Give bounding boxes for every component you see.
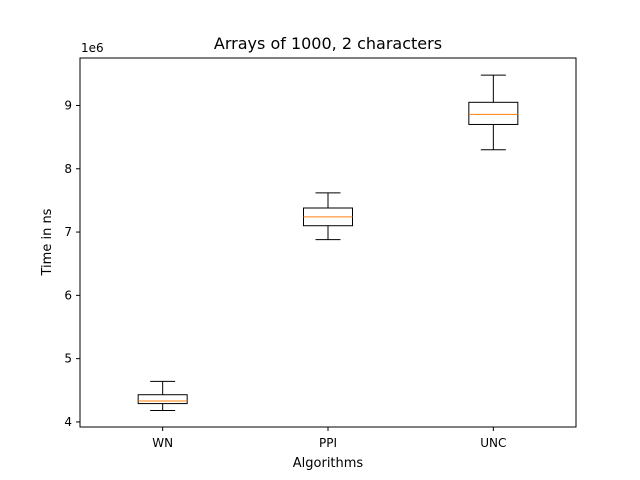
y-tick-label: 5 [64, 352, 72, 366]
plot-area: 4 5 6 7 8 9 WN PPI UNC [64, 74, 519, 450]
x-axis-label: Algorithms [293, 456, 364, 471]
y-axis-label: Time in ns [40, 208, 55, 276]
y-tick-label: 4 [64, 415, 72, 429]
x-tick-label: PPI [319, 436, 337, 450]
x-tick-label: UNC [480, 436, 506, 450]
x-tick-label: WN [152, 436, 173, 450]
box-unc [468, 101, 519, 125]
chart-title: Arrays of 1000, 2 characters [214, 34, 442, 53]
y-tick-label: 9 [64, 98, 72, 112]
y-tick-label: 6 [64, 288, 72, 302]
y-offset-label: 1e6 [81, 41, 104, 55]
y-tick-label: 8 [64, 162, 72, 176]
axes-frame [79, 57, 577, 428]
box-wn [137, 394, 188, 405]
y-tick-label: 7 [64, 225, 72, 239]
